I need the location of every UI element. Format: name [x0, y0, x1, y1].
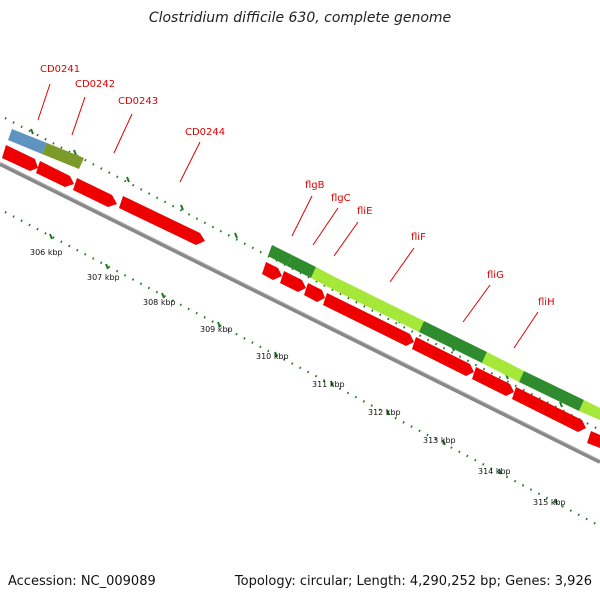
scale-label-308: 308 kbp [143, 298, 176, 307]
gene-label-CD0244: CD0244 [185, 127, 225, 138]
gene-label-CD0241: CD0241 [40, 64, 80, 75]
gene-label-flgC: flgC [331, 193, 351, 204]
gene-track-upper [8, 129, 600, 420]
scale-label-313: 313 kbp [423, 436, 456, 445]
scale-label-309: 309 kbp [200, 325, 233, 334]
gene-labels: CD0241 CD0242 CD0243 CD0244 flgB flgC fl… [40, 64, 555, 308]
cds-arrow-CD0242[interactable] [36, 161, 74, 187]
genome-summary-text: Topology: circular; Length: 4,290,252 bp… [234, 574, 592, 589]
gene-feature-next-dark[interactable] [519, 371, 584, 411]
gene-feature-fliG[interactable] [419, 321, 487, 363]
cds-arrow-flgC[interactable] [280, 271, 306, 292]
cds-arrow-fliG[interactable] [412, 337, 474, 376]
label-leaders [37, 83, 539, 349]
gene-label-flgB: flgB [305, 180, 325, 191]
gene-feature-fliF[interactable] [330, 277, 424, 332]
gene-feature-flgB[interactable] [268, 245, 292, 266]
gene-label-fliH: fliH [538, 297, 555, 308]
gene-label-fliE: fliE [357, 206, 372, 217]
scale-label-315: 315 kbp [533, 498, 566, 507]
cds-arrow-CD0244[interactable] [119, 196, 205, 245]
gene-feature-fliE[interactable] [311, 267, 335, 288]
cds-track [2, 145, 600, 448]
gene-feature-next-light[interactable] [579, 400, 600, 420]
gene-feature-blue[interactable] [8, 129, 47, 154]
scale-label-306: 306 kbp [30, 248, 63, 257]
lower-tick-ruler [4, 211, 600, 527]
scale-label-311: 311 kbp [312, 380, 345, 389]
cds-arrow-flgB[interactable] [262, 262, 282, 280]
cds-arrow-CD0243[interactable] [73, 178, 117, 207]
cds-arrow-fliE[interactable] [304, 283, 325, 302]
scale-label-312: 312 kbp [368, 408, 401, 417]
gene-feature-olive[interactable] [42, 143, 84, 169]
accession-text: Accession: NC_009089 [8, 574, 156, 589]
map-title: Clostridium difficile 630, complete geno… [148, 10, 452, 26]
cds-arrow-fliF[interactable] [323, 293, 414, 346]
cds-arrow-CD0241[interactable] [2, 145, 38, 171]
scale-labels: 306 kbp 307 kbp 308 kbp 309 kbp 310 kbp … [30, 248, 566, 507]
gene-label-CD0242: CD0242 [75, 79, 115, 90]
gene-label-fliF: fliF [411, 232, 426, 243]
cds-arrow-fliH[interactable] [472, 367, 514, 396]
gene-feature-flgC[interactable] [287, 255, 316, 278]
cds-arrow-next[interactable] [512, 387, 586, 432]
scale-label-307: 307 kbp [87, 273, 120, 282]
scale-label-310: 310 kbp [256, 352, 289, 361]
cds-arrow-edge[interactable] [587, 431, 600, 448]
scale-label-314: 314 kbp [478, 467, 511, 476]
genome-backbone [0, 162, 600, 464]
gene-label-CD0243: CD0243 [118, 96, 158, 107]
gene-label-fliG: fliG [487, 270, 504, 281]
gene-feature-fliH[interactable] [482, 352, 524, 382]
